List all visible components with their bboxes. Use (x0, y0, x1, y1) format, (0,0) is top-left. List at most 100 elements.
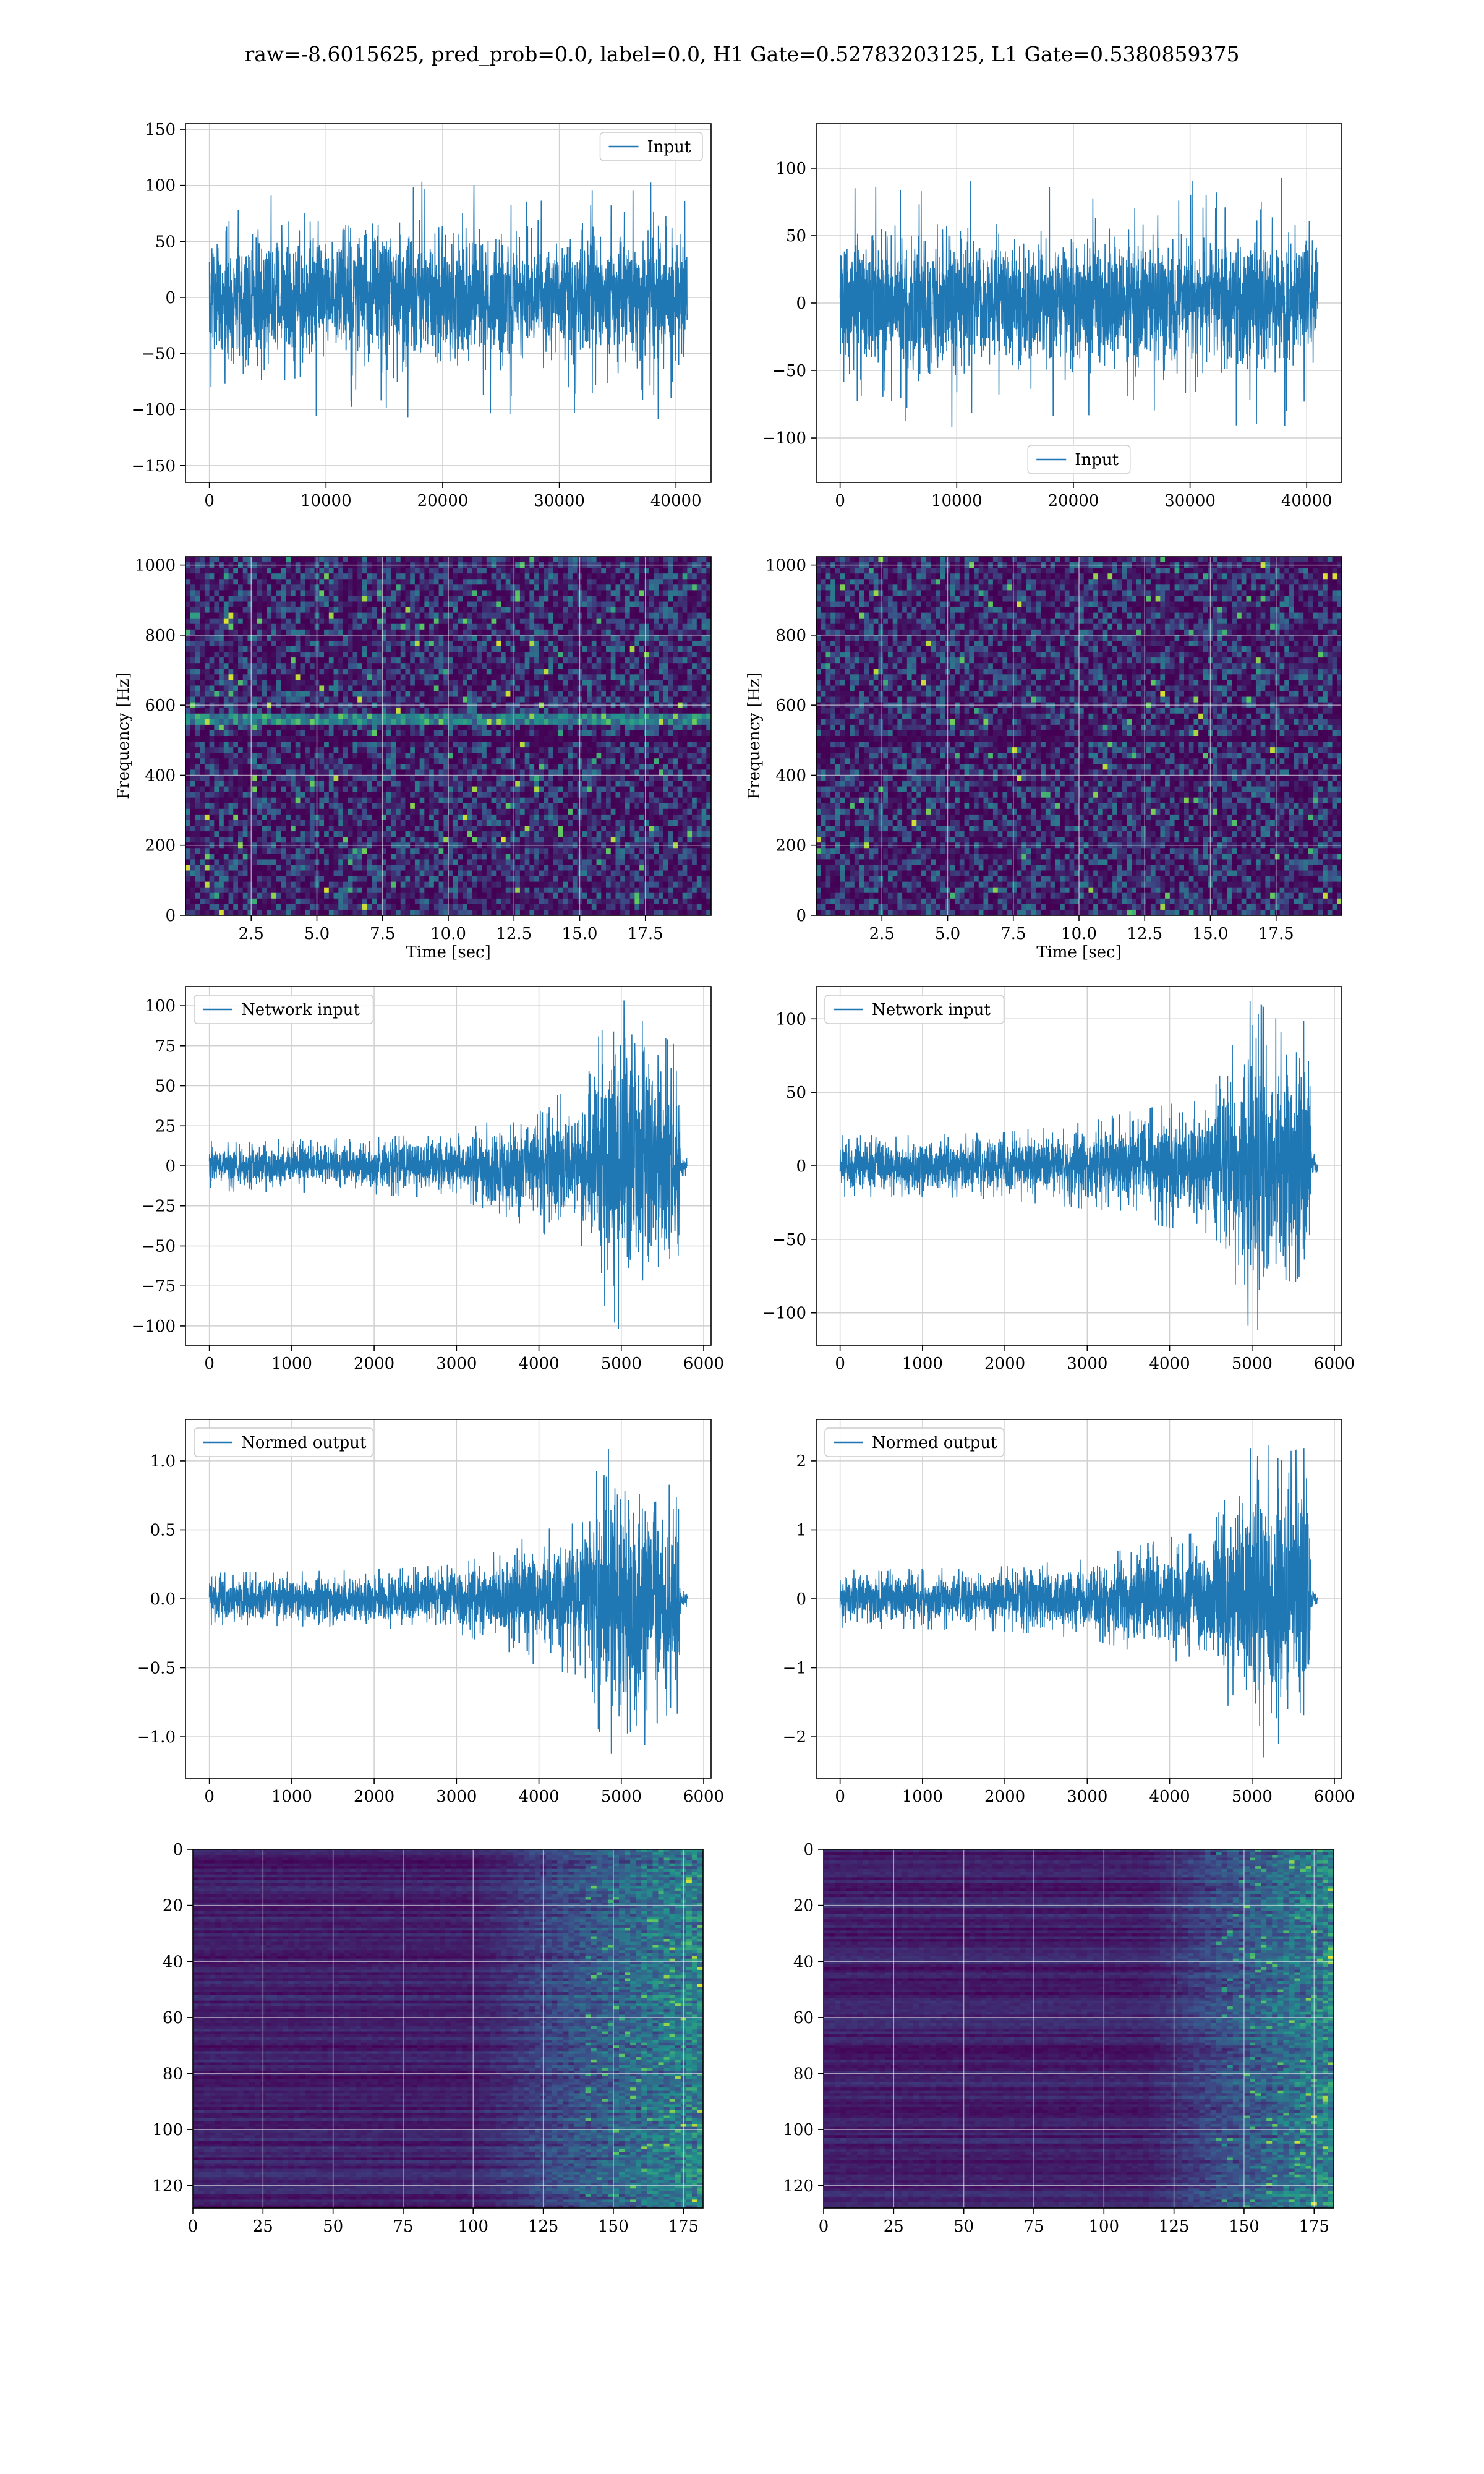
h1-network-input-ytick-label: −25 (142, 1197, 176, 1216)
h1-feature-map-xtick-label: 0 (188, 2217, 198, 2236)
h1-spectrogram-xlabel: Time [sec] (406, 943, 491, 962)
l1-input-series-line (839, 178, 1319, 427)
h1-network-input-ytick-label: 50 (155, 1077, 176, 1096)
h1-spectrogram-xtick-label: 2.5 (239, 925, 264, 943)
h1-feature-map-grid (192, 1849, 703, 2208)
h1-normed-output-xtick-label: 1000 (271, 1787, 312, 1806)
l1-network-input-xtick-label: 2000 (984, 1355, 1025, 1373)
h1-spectrogram-panel: 2.5 5.0 7.5 10.0 12.5 15.0 17.5 0 200 400 600 800 10… (114, 556, 712, 962)
l1-network-input-series-line (839, 1001, 1319, 1330)
l1-feature-map-xtick-label: 0 (819, 2217, 829, 2236)
h1-spectrogram-ytick-label: 800 (145, 627, 176, 645)
h1-input-xtick-label: 30000 (534, 492, 585, 510)
h1-network-input-xtick-label: 6000 (683, 1355, 724, 1373)
l1-feature-map-xtick-label: 25 (884, 2217, 904, 2236)
l1-spectrogram-grid (816, 557, 1342, 916)
l1-feature-map-ytick-label: 120 (783, 2177, 814, 2196)
figure-suptitle: raw=-8.6015625, pred_prob=0.0, label=0.0… (0, 42, 1484, 66)
l1-spectrogram-xtick-label: 5.0 (935, 925, 960, 943)
l1-spectrogram-ylabel: Frequency [Hz] (745, 672, 764, 800)
l1-network-input-xtick-label: 0 (835, 1355, 845, 1373)
h1-network-input-series-line (208, 1000, 688, 1330)
l1-network-input-ytick-label: −50 (772, 1231, 806, 1249)
h1-feature-map-xtick-label: 125 (528, 2217, 559, 2236)
l1-input-xtick-label: 20000 (1048, 492, 1099, 510)
l1-network-input-ytick-label: 100 (775, 1010, 806, 1029)
h1-input-xtick-label: 40000 (650, 492, 702, 510)
h1-feature-map-panel: 0 25 50 75 100 125 150 175 0 20 40 60 80 100 120 (152, 1841, 704, 2236)
l1-input-ytick-label: 100 (775, 160, 806, 178)
l1-network-input-panel: 0 1000 2000 3000 4000 5000 6000 −100 −50 0 50 100 Ne… (762, 986, 1355, 1373)
l1-feature-map-xtick-label: 100 (1088, 2217, 1119, 2236)
l1-normed-output-xtick-label: 1000 (902, 1787, 943, 1806)
h1-network-input-ytick-label: 0 (165, 1157, 176, 1176)
l1-network-input-legend: Network input (824, 995, 1005, 1024)
l1-normed-output-ytick-label: 1 (796, 1521, 806, 1539)
l1-spectrogram-xtick-label: 10.0 (1061, 925, 1097, 943)
h1-feature-map-ytick-label: 20 (163, 1897, 183, 1915)
h1-input-ytick-label: 150 (145, 121, 176, 139)
h1-input-grid (186, 124, 711, 482)
h1-spectrogram-xtick-label: 5.0 (304, 925, 330, 943)
h1-spectrogram-ytick-label: 600 (145, 696, 176, 715)
l1-spectrogram-xtick-label: 7.5 (1000, 925, 1026, 943)
l1-normed-output-xtick-label: 4000 (1149, 1787, 1190, 1806)
l1-input-xtick-label: 10000 (931, 492, 983, 510)
l1-spectrogram-ytick-label: 0 (796, 907, 806, 925)
l1-input-xtick-label: 30000 (1164, 492, 1216, 510)
h1-network-input-xtick-label: 3000 (436, 1355, 477, 1373)
l1-feature-map-heatmap (824, 1849, 1334, 2209)
l1-input-ytick-label: 50 (786, 227, 806, 246)
h1-network-input-ytick-label: −50 (142, 1237, 176, 1256)
h1-feature-map-ytick-label: 0 (173, 1841, 183, 1859)
h1-spectrogram-xtick-label: 12.5 (496, 925, 532, 943)
l1-normed-output-ytick-label: −1 (783, 1659, 806, 1678)
h1-feature-map-ytick-label: 120 (152, 2177, 183, 2196)
h1-spectrogram-ytick-label: 1000 (135, 557, 176, 575)
h1-spectrogram-ylabel: Frequency [Hz] (114, 672, 133, 800)
h1-feature-map-axes-frame (192, 1849, 704, 2209)
h1-feature-map-ytick-label: 80 (163, 2065, 183, 2084)
l1-normed-output-ytick-label: −2 (783, 1728, 806, 1747)
l1-spectrogram-ytick-label: 400 (775, 766, 806, 785)
l1-normed-output-ytick-label: 2 (796, 1452, 806, 1471)
h1-network-input-ytick-label: 75 (155, 1037, 176, 1056)
h1-input-ytick-label: 0 (165, 289, 176, 307)
h1-normed-output-xtick-label: 3000 (436, 1787, 477, 1806)
l1-feature-map-ytick-label: 60 (793, 2009, 814, 2027)
l1-normed-output-ytick-label: 0 (796, 1590, 806, 1609)
l1-spectrogram-ytick-label: 1000 (765, 557, 806, 575)
l1-feature-map-ytick-label: 0 (803, 1841, 814, 1859)
h1-spectrogram-xtick-label: 15.0 (562, 925, 598, 943)
h1-normed-output-legend-label: Normed output (241, 1434, 367, 1452)
h1-network-input-ytick-label: 100 (145, 997, 176, 1016)
h1-normed-output-xtick-label: 5000 (601, 1787, 642, 1806)
l1-feature-map-xtick-label: 50 (953, 2217, 974, 2236)
h1-feature-map-xtick-label: 50 (323, 2217, 343, 2236)
l1-spectrogram-xtick-label: 15.0 (1193, 925, 1229, 943)
h1-input-ytick-label: −50 (142, 345, 176, 364)
h1-spectrogram-xtick-label: 7.5 (370, 925, 395, 943)
l1-normed-output-legend-label: Normed output (872, 1434, 997, 1452)
l1-network-input-xtick-label: 3000 (1067, 1355, 1107, 1373)
h1-input-ytick-label: 100 (145, 177, 176, 195)
h1-normed-output-xtick-label: 0 (204, 1787, 215, 1806)
h1-feature-map-ytick-label: 40 (163, 1953, 183, 1971)
h1-network-input-ytick-label: −100 (132, 1317, 176, 1336)
h1-feature-map-xtick-label: 25 (253, 2217, 273, 2236)
h1-input-series-line (208, 181, 688, 419)
l1-input-ytick-label: −50 (772, 362, 806, 380)
h1-network-input-xtick-label: 1000 (271, 1355, 312, 1373)
h1-normed-output-xtick-label: 6000 (683, 1787, 724, 1806)
h1-input-ytick-label: −150 (132, 457, 176, 476)
h1-normed-output-ytick-label: 0.5 (150, 1521, 176, 1539)
h1-input-ytick-label: −100 (132, 401, 176, 419)
h1-feature-map-ytick-label: 60 (163, 2009, 183, 2027)
h1-feature-map-ytick-label: 100 (152, 2121, 183, 2139)
h1-normed-output-legend: Normed output (194, 1427, 374, 1457)
h1-normed-output-xtick-label: 2000 (354, 1787, 394, 1806)
l1-network-input-xtick-label: 5000 (1232, 1355, 1273, 1373)
l1-input-ytick-label: 0 (796, 294, 806, 313)
l1-spectrogram-xtick-label: 12.5 (1127, 925, 1162, 943)
